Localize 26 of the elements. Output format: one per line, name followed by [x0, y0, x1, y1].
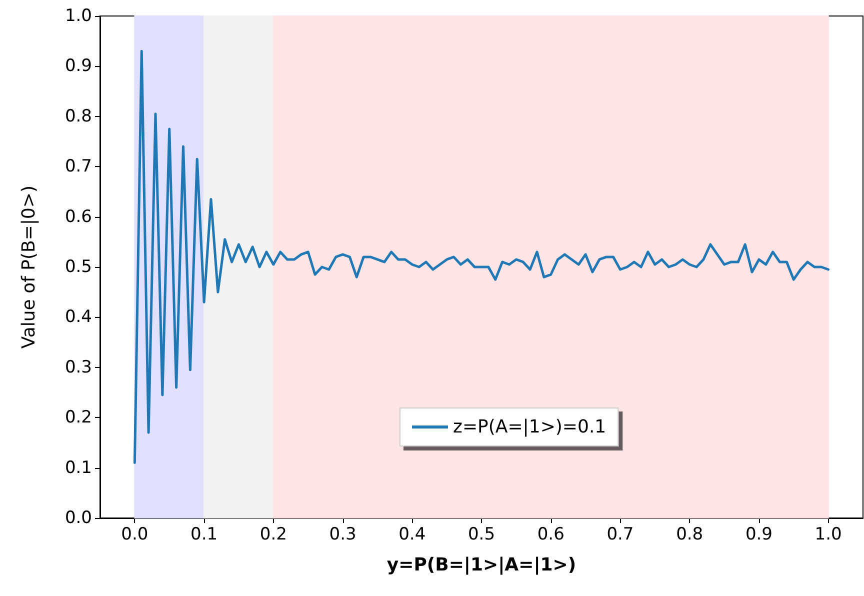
y-tick-label: 0.6: [64, 206, 92, 227]
y-axis-title: Value of P(B=|0>): [18, 185, 40, 349]
x-tick-label: 0.9: [745, 524, 772, 544]
y-tick-label: 0.3: [64, 357, 92, 378]
x-tick-label: 1.0: [814, 524, 842, 544]
x-tick-label: 0.1: [190, 524, 218, 544]
x-tick-label: 0.8: [676, 524, 704, 544]
x-tick-label: 0.6: [537, 524, 564, 544]
y-tick-label: 0.1: [64, 458, 92, 478]
line-series: [133, 50, 830, 464]
x-tick-label: 0.2: [260, 524, 287, 544]
y-tick-label: 0.8: [64, 106, 92, 126]
legend-label: z=P(A=|1>)=0.1: [453, 416, 606, 438]
y-tick-label: 0.4: [64, 307, 92, 328]
x-tick-label: 0.7: [606, 524, 634, 544]
x-tick-label: 0.0: [121, 524, 148, 544]
x-axis-title: y=P(B=|1>|A=|1>): [386, 554, 576, 576]
y-tick-label: 0.0: [64, 508, 92, 528]
x-tick-label: 0.4: [398, 524, 426, 544]
x-tick-label: 0.3: [329, 524, 356, 544]
y-tick-label: 1.0: [64, 6, 92, 26]
y-tick-label: 0.9: [64, 56, 92, 76]
y-tick-label: 0.2: [64, 408, 92, 428]
y-tick-label: 0.5: [64, 257, 92, 277]
x-tick-label: 0.5: [468, 524, 496, 544]
y-tick-label: 0.7: [64, 156, 92, 177]
